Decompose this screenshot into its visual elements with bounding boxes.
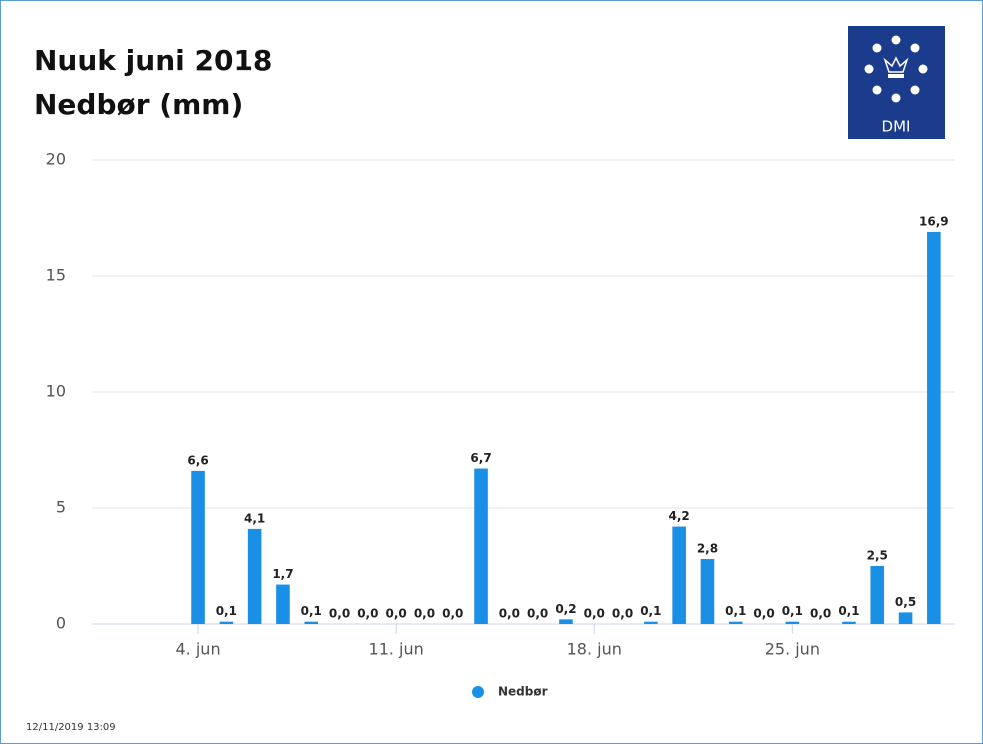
bar [927, 231, 941, 625]
value-label: 0,0 [584, 607, 605, 621]
chart-subtitle: Nedbør (mm) [34, 88, 243, 121]
y-tick-label: 0 [56, 614, 66, 633]
value-label: 0,0 [499, 607, 520, 621]
bar [700, 559, 715, 624]
bar [842, 621, 856, 624]
bar [870, 566, 885, 624]
x-tick-label: 11. jun [369, 640, 424, 659]
logo-dots [864, 35, 928, 103]
value-label: 0,1 [216, 604, 237, 618]
value-label: 1,7 [272, 567, 293, 581]
value-label: 0,1 [640, 604, 661, 618]
x-tick-label: 4. jun [176, 640, 221, 659]
value-label: 0,0 [527, 607, 548, 621]
y-tick-label: 20 [46, 150, 66, 169]
value-label: 0,0 [753, 607, 774, 621]
value-label: 6,6 [187, 453, 208, 467]
value-label: 0,1 [301, 604, 322, 618]
value-label: 0,1 [838, 604, 859, 618]
bar [276, 584, 290, 624]
value-label: 0,0 [386, 607, 407, 621]
bar [474, 468, 488, 624]
value-label: 0,0 [329, 607, 350, 621]
bar [728, 621, 743, 624]
y-tick-label: 10 [46, 382, 66, 401]
y-tick-label: 5 [56, 498, 66, 517]
logo-bg [848, 26, 945, 139]
value-label: 0,1 [725, 604, 746, 618]
value-label: 0,2 [555, 602, 576, 616]
bar [672, 526, 686, 624]
value-label: 0,0 [612, 607, 633, 621]
value-label: 0,5 [895, 595, 916, 609]
logo-text: DMI [882, 118, 911, 136]
logo: DMI [848, 26, 945, 139]
value-label: 16,9 [919, 214, 949, 228]
value-label: 2,8 [697, 542, 718, 556]
value-label: 0,0 [810, 607, 831, 621]
value-label: 0,0 [414, 607, 435, 621]
x-tick-label: 25. jun [765, 640, 820, 659]
legend-label: Nedbør [498, 685, 548, 699]
value-label: 4,2 [669, 509, 690, 523]
timestamp: 12/11/2019 13:09 [26, 722, 116, 733]
bar [898, 612, 913, 624]
bar [247, 528, 262, 624]
x-tick-label: 18. jun [567, 640, 622, 659]
bar [219, 621, 234, 624]
bar [559, 619, 573, 624]
legend-marker [472, 686, 484, 698]
bar [785, 621, 800, 624]
value-label: 0,0 [357, 607, 378, 621]
value-label: 0,0 [442, 607, 463, 621]
bar [191, 470, 205, 624]
value-label: 2,5 [867, 549, 888, 563]
y-tick-label: 15 [46, 266, 66, 285]
bar [644, 621, 658, 624]
value-label: 4,1 [244, 511, 265, 525]
bar [304, 621, 319, 624]
value-label: 6,7 [470, 451, 491, 465]
value-label: 0,1 [782, 604, 803, 618]
chart-title: Nuuk juni 2018 [34, 44, 272, 77]
